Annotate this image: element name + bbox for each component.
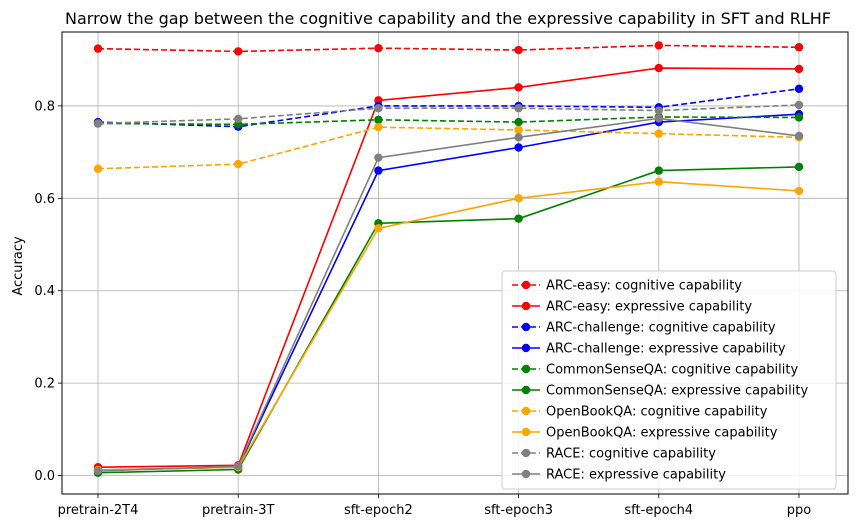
legend-marker: [521, 322, 531, 332]
data-point: [514, 104, 523, 113]
data-point: [794, 186, 804, 196]
legend-marker: [521, 427, 531, 437]
data-point: [654, 114, 663, 123]
data-point: [514, 194, 523, 203]
legend-marker: [521, 385, 531, 395]
series-race-expressive-capability: [93, 114, 804, 476]
axis-ticks: pretrain-2T4 pretrain-3T sft-epoch2 sft-epo…: [34, 99, 811, 518]
data-point: [514, 143, 523, 152]
legend-label: ARC-easy: expressive capability: [546, 300, 752, 315]
series-line: [97, 166, 800, 474]
x-tick-label: ppo: [787, 503, 812, 518]
legend-marker: [521, 406, 531, 416]
series-race-cognitive-capability: [93, 100, 804, 128]
legend-box: [501, 270, 837, 490]
x-tick-label: pretrain-2T4: [58, 503, 139, 518]
series-line: [97, 126, 800, 170]
legend-label: RACE: expressive capability: [546, 468, 726, 483]
data-point: [514, 83, 523, 92]
data-point: [93, 164, 103, 173]
series-line: [97, 44, 800, 53]
data-point: [374, 166, 383, 175]
data-point: [654, 177, 663, 186]
data-point: [374, 224, 383, 233]
data-point: [654, 106, 663, 115]
legend-marker: [521, 280, 531, 290]
legend-label: ARC-challenge: expressive capability: [546, 342, 786, 357]
legend-marker: [521, 448, 531, 458]
data-point: [514, 214, 523, 223]
series-arc-easy-cognitive-capability: [93, 41, 804, 56]
y-tick-label: 0.6: [34, 192, 55, 207]
legend-label: RACE: cognitive capability: [546, 447, 716, 462]
x-tick-label: sft-epoch2: [344, 503, 413, 518]
data-point: [374, 153, 383, 162]
data-point: [514, 45, 523, 55]
data-point: [654, 63, 663, 73]
data-point: [234, 159, 243, 169]
series-line: [97, 117, 800, 472]
data-point: [794, 100, 804, 110]
data-point: [794, 84, 804, 94]
data-point: [514, 117, 523, 127]
data-point: [654, 41, 663, 50]
y-tick-label: 0.0: [34, 469, 55, 484]
data-point: [93, 44, 103, 53]
data-point: [514, 133, 523, 142]
y-axis-label: Accuracy: [11, 236, 26, 296]
data-point: [794, 162, 804, 172]
legend-label: OpenBookQA: expressive capability: [546, 426, 778, 441]
data-point: [654, 129, 663, 138]
x-tick-label: pretrain-3T: [202, 503, 275, 518]
series-layer: [93, 41, 804, 477]
data-point: [794, 64, 804, 74]
legend-marker: [521, 469, 531, 479]
legend: ARC-easy: cognitive capability ARC-easy: …: [501, 270, 837, 490]
data-point: [93, 466, 103, 476]
data-point: [794, 131, 804, 141]
legend-marker: [521, 364, 531, 374]
legend-label: ARC-challenge: cognitive capability: [546, 321, 776, 336]
legend-label: CommonSenseQA: expressive capability: [546, 384, 808, 399]
data-point: [234, 114, 243, 124]
legend-label: CommonSenseQA: cognitive capability: [546, 363, 798, 378]
data-point: [794, 113, 804, 122]
x-tick-label: sft-epoch4: [624, 503, 693, 518]
series-line: [97, 67, 800, 469]
data-point: [794, 43, 804, 52]
series-line: [97, 88, 800, 128]
legend-marker: [521, 343, 531, 353]
data-point: [374, 43, 383, 53]
x-tick-label: sft-epoch3: [484, 503, 553, 518]
data-point: [374, 104, 383, 113]
data-point: [234, 47, 243, 56]
data-point: [374, 115, 383, 124]
y-tick-label: 0.4: [34, 284, 55, 299]
data-point: [374, 122, 383, 132]
data-point: [234, 462, 243, 471]
y-tick-label: 0.8: [34, 99, 55, 114]
legend-label: OpenBookQA: cognitive capability: [546, 405, 768, 420]
chart-title: Narrow the gap between the cognitive cap…: [65, 9, 831, 28]
y-tick-label: 0.2: [34, 377, 55, 392]
data-point: [93, 119, 103, 128]
data-point: [654, 166, 663, 175]
legend-label: ARC-easy: cognitive capability: [546, 279, 742, 294]
data-point: [514, 125, 523, 135]
legend-marker: [521, 301, 531, 311]
plot-area-frame: [61, 31, 849, 495]
